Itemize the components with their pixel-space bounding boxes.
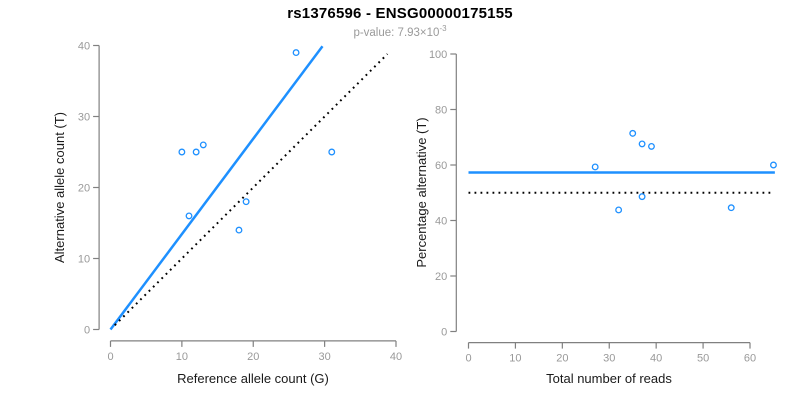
- x-tick-label: 50: [697, 353, 709, 365]
- x-tick-label: 30: [603, 353, 615, 365]
- y-tick-label: 60: [435, 160, 447, 172]
- right-panel: 0 20 40 60 80 100 0 10 20 30 40 50 60: [429, 49, 777, 365]
- data-point: [328, 148, 336, 156]
- data-point: [185, 212, 193, 220]
- left-xaxis-title: Reference allele count (G): [177, 371, 329, 386]
- y-tick-label: 30: [78, 111, 90, 123]
- data-point: [292, 49, 300, 57]
- fit-line: [109, 45, 324, 331]
- y-tick-label: 20: [435, 271, 447, 283]
- data-point: [629, 129, 637, 137]
- x-tick-label: 10: [176, 351, 188, 363]
- data-point: [235, 226, 243, 234]
- data-point: [615, 206, 623, 214]
- pvalue-exponent: -3: [439, 24, 447, 33]
- data-point: [638, 193, 646, 201]
- y-tick-label: 10: [78, 253, 90, 265]
- data-point: [727, 204, 735, 212]
- y-tick-label: 40: [435, 215, 447, 227]
- y-tick-label: 20: [78, 182, 90, 194]
- x-tick-label: 0: [465, 353, 471, 365]
- right-yaxis-title: Percentage alternative (T): [414, 117, 429, 267]
- y-tick-label: 40: [78, 40, 90, 52]
- left-panel: 0 10 20 30 40 0 10 20 30 40: [78, 40, 402, 363]
- data-point: [638, 140, 646, 148]
- y-tick-label: 0: [441, 326, 447, 338]
- y-tick-label: 0: [84, 324, 90, 336]
- data-point: [591, 163, 599, 171]
- right-xaxis-title: Total number of reads: [546, 371, 672, 386]
- data-point: [242, 198, 250, 206]
- data-point: [178, 148, 186, 156]
- x-tick-label: 10: [509, 353, 521, 365]
- x-tick-label: 0: [107, 351, 113, 363]
- data-point: [770, 161, 777, 169]
- data-point: [199, 141, 207, 149]
- x-tick-label: 40: [650, 353, 662, 365]
- data-point: [192, 148, 200, 156]
- x-tick-label: 20: [247, 351, 259, 363]
- reference-dotted-line: [114, 53, 389, 326]
- left-yaxis-title: Alternative allele count (T): [52, 112, 67, 263]
- y-tick-label: 100: [429, 49, 447, 61]
- x-tick-label: 60: [744, 353, 756, 365]
- chart-title: rs1376596 - ENSG00000175155: [287, 5, 513, 22]
- data-point: [648, 142, 655, 150]
- y-tick-label: 80: [435, 104, 447, 116]
- chart-subtitle: p-value: 7.93×10-3: [0, 24, 800, 39]
- x-tick-label: 40: [390, 351, 402, 363]
- pvalue-text: p-value: 7.93×10: [353, 26, 440, 39]
- x-tick-label: 30: [319, 351, 331, 363]
- x-tick-label: 20: [556, 353, 568, 365]
